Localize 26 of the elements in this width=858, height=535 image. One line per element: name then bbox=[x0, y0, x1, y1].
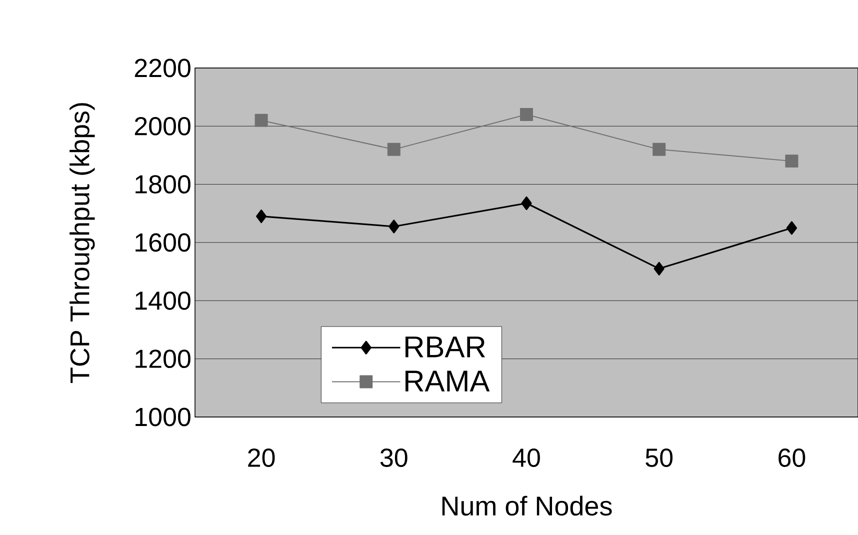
point bbox=[652, 142, 666, 156]
point bbox=[520, 108, 534, 122]
point bbox=[387, 142, 400, 156]
point bbox=[388, 220, 400, 234]
point bbox=[256, 210, 267, 224]
legend-label: RBAR bbox=[406, 336, 486, 358]
x-tick-label: 60 bbox=[778, 448, 806, 467]
x-axis-title: Num of Nodes bbox=[442, 496, 612, 516]
y-tick-label: 1600 bbox=[136, 233, 190, 252]
point bbox=[254, 114, 268, 127]
y-tick-label: 2200 bbox=[134, 58, 190, 78]
y-tick-label: 2000 bbox=[134, 116, 190, 136]
x-tick-label: 40 bbox=[512, 448, 540, 467]
y-tick-label: 1000 bbox=[136, 408, 190, 426]
y-tick-label: 1400 bbox=[136, 291, 190, 310]
legend-label: RAMA bbox=[406, 370, 490, 392]
y-tick-label: 1200 bbox=[136, 350, 190, 368]
y-axis-title: TCP Throughput (kbps) bbox=[70, 103, 95, 383]
point bbox=[654, 262, 664, 276]
x-tick-label: 30 bbox=[380, 448, 408, 467]
point bbox=[785, 154, 798, 168]
y-tick-label: 1800 bbox=[136, 175, 190, 194]
x-tick-label: 50 bbox=[646, 448, 673, 467]
x-tick-label: 20 bbox=[248, 448, 275, 467]
point bbox=[786, 221, 798, 235]
point bbox=[521, 196, 532, 210]
